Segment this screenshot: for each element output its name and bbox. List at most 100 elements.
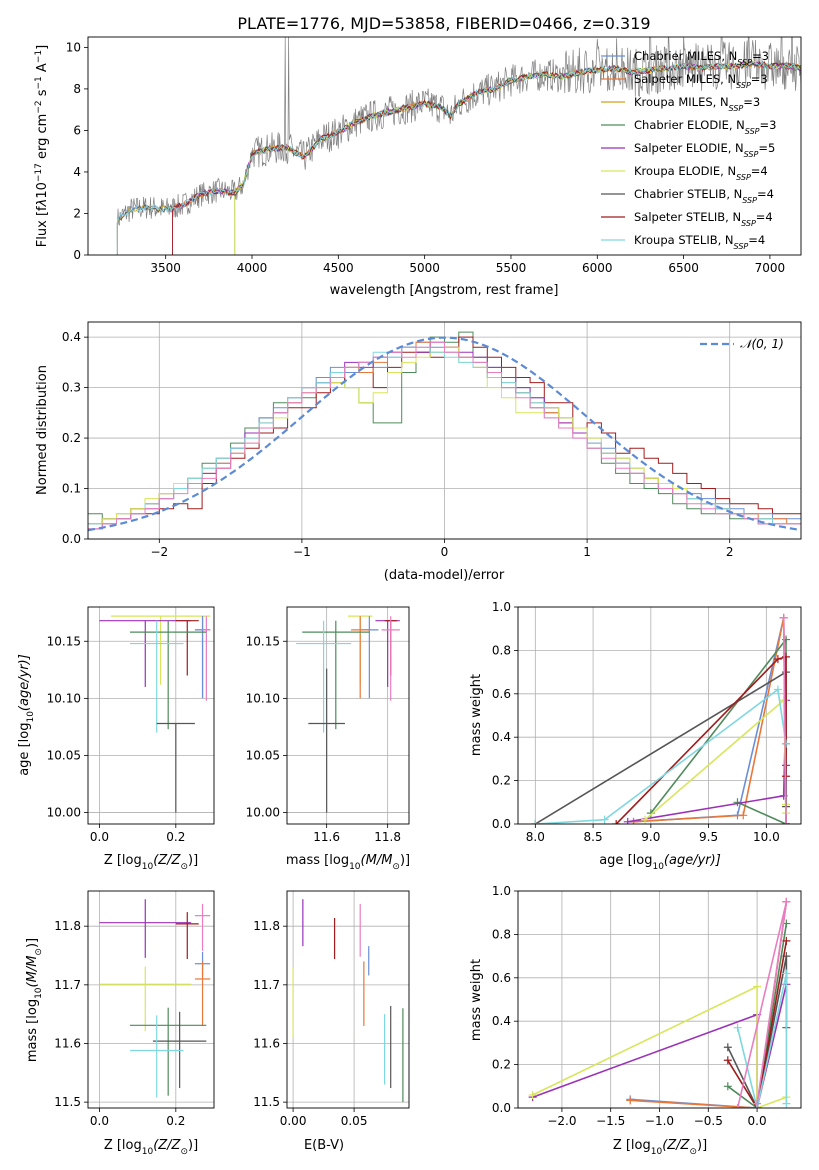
mass-weight-marker: [782, 1099, 791, 1108]
legend-label-tail: =3: [760, 118, 777, 132]
y-tick-label: 8: [73, 82, 81, 96]
mass-weight-series-line: [727, 940, 788, 1108]
spectrum-x-axis-label: wavelength [Angstrom, rest frame]: [330, 283, 559, 298]
legend-label-tail: =4: [748, 233, 765, 247]
mass-weight-marker: [626, 1096, 635, 1105]
mass-weight-marker: [641, 815, 650, 824]
mass-weight-series-line: [782, 617, 787, 824]
x-tick-label: 6500: [668, 261, 699, 275]
plot-area: [88, 331, 801, 532]
legend-label-sub: SSP: [744, 150, 759, 159]
mass-weight-marker: [781, 820, 790, 824]
age-z-x-axis-label-part: 10: [142, 862, 154, 872]
spectrum-y-axis-label-part: −1: [34, 50, 44, 63]
legend-label: Salpeter STELIB, NSSP=4: [634, 210, 773, 228]
y-tick-label: 0.6: [492, 971, 511, 985]
x-tick-label: 9.0: [641, 830, 660, 844]
figure-title: PLATE=1776, MJD=53858, FIBERID=0466, z=0…: [237, 14, 650, 33]
legend-label-base: Salpeter STELIB, N: [634, 210, 741, 224]
axes-frame: [517, 890, 802, 1109]
axes-frame: [286, 890, 410, 1109]
mass-weight-marker: [739, 811, 748, 820]
mass-weight-age-x-axis-label-part: 10: [652, 862, 664, 872]
model-spectrum-line: [116, 61, 801, 255]
y-tick-label: 11.7: [253, 978, 280, 992]
spectrum-y-axis-label-part: 10: [35, 182, 50, 199]
x-tick-label: 6000: [582, 261, 613, 275]
y-tick-label: 0.6: [492, 687, 511, 701]
legend-label-base: Chabrier ELODIE, N: [634, 118, 745, 132]
x-tick-label: 1: [583, 545, 591, 559]
legend-label-base: Chabrier STELIB, N: [634, 187, 742, 201]
x-tick-label: 4500: [323, 261, 354, 275]
legend-label-sub: SSP: [736, 81, 751, 90]
x-tick-label: 5000: [409, 261, 440, 275]
age-mass-x-axis-label-part: )]: [400, 853, 410, 868]
mass-weight-z-x-axis-label-part: ⊙: [689, 1147, 697, 1157]
y-tick-label: 0.8: [492, 643, 511, 657]
mass-vs-z-panel: 0.0 0.211.511.611.711.8Z [log10(Z/Z⊙)]mas…: [25, 890, 215, 1157]
mass-weight-marker: [781, 652, 790, 661]
x-tick-label: −1.0: [645, 1114, 674, 1128]
mass-weight-vs-z-panel: mass weight −2.0 −1.5 −1.0 −0.5 0.0 0.0 0.2 0.4…: [469, 884, 802, 1157]
y-tick-label: 10.05: [246, 748, 280, 762]
mass-vs-ebv-panel: E(B-V) 0.00 0.05 11.5 11.6 11.7 11.8: [253, 890, 410, 1153]
legend-label: Salpeter ELODIE, NSSP=5: [634, 141, 775, 159]
mass-weight-age-y-axis-label: mass weight: [469, 674, 484, 756]
x-tick-label: 7000: [755, 261, 786, 275]
x-tick-label: −1.5: [596, 1114, 625, 1128]
mass-weight-marker: [753, 982, 762, 991]
mass-weight-marker: [773, 655, 782, 664]
y-tick-label: 11.8: [54, 919, 81, 933]
mass-z-x-axis-label-part: Z [log: [104, 1138, 142, 1153]
x-tick-label: 4000: [237, 261, 268, 275]
age-z-y-axis-label: age [log10(age/yr)]: [17, 654, 36, 776]
legend-label-tail: =3: [752, 49, 769, 63]
mass-weight-z-y-axis-label: mass weight: [469, 959, 484, 1041]
age-z-x-axis-label-part: Z [log: [104, 853, 142, 868]
axes-frame: [87, 36, 802, 256]
normal-distribution-curve: [88, 336, 801, 532]
mass-weight-series-line: [615, 655, 787, 824]
x-tick-label: 3500: [150, 261, 181, 275]
mass-weight-z-x-axis-label-part: 10: [651, 1147, 663, 1157]
mass-z-x-axis-label-part: 10: [142, 1147, 154, 1157]
mass-z-y-axis-label: mass [log10(M/M⊙)]: [25, 938, 44, 1062]
legend-label-sub: SSP: [729, 104, 744, 113]
spectrum-y-axis-label-part: s: [35, 89, 50, 100]
x-tick-label: −0.5: [694, 1114, 723, 1128]
mass-weight-z-x-axis-label-part: (Z/Z: [662, 1138, 690, 1153]
y-tick-label: 0.4: [492, 730, 511, 744]
age-z-y-axis-label-part: 10: [26, 711, 36, 723]
plot-area: [292, 899, 404, 1103]
mass-weight-marker: [781, 739, 790, 748]
residuals-x-axis-label: (data-model)/error: [384, 568, 505, 583]
spectrum-y-axis-label-part: Flux [f: [35, 206, 50, 247]
legend-label: Kroupa STELIB, NSSP=4: [634, 233, 765, 251]
mass-weight-marker: [612, 820, 621, 824]
mass-z-x-axis-label-part: (Z/Z: [153, 1138, 181, 1153]
y-tick-label: 10.05: [47, 748, 81, 762]
mass-weight-marker: [723, 1082, 732, 1091]
legend-label-tail: =4: [757, 187, 774, 201]
y-tick-label: 0.0: [62, 532, 81, 546]
age-z-x-axis-label: Z [log10(Z/Z⊙)]: [104, 853, 198, 872]
x-tick-label: 0.2: [166, 1114, 185, 1128]
x-tick-label: 11.6: [313, 830, 340, 844]
y-tick-label: 1.0: [492, 600, 511, 614]
legend-label-tail: =4: [756, 210, 773, 224]
mass-z-x-axis-label-part: ⊙: [180, 1147, 188, 1157]
legend-label-base: Salpeter MILES, N: [634, 72, 736, 86]
y-tick-label: 10.15: [47, 634, 81, 648]
mass-weight-z-x-axis-label-part: )]: [697, 1138, 707, 1153]
mass-weight-marker: [782, 969, 791, 978]
residuals-panel: (data-model)/error Normed distribution −…: [35, 321, 802, 583]
mass-weight-z-x-axis-label: Z [log10(Z/Z⊙)]: [613, 1138, 707, 1157]
legend-label-base: Chabrier MILES, N: [634, 49, 737, 63]
mass-weight-series-line: [535, 688, 787, 824]
mass-weight-vs-age-panel: mass weight 8.0 8.5 9.0 9.5 10.0 0.0 0.2 0.4 0.6…: [469, 600, 802, 872]
age-vs-mass-panel: 11.6 11.8 10.00 10.05 10.10 10.15 mass [log10(…: [246, 606, 410, 872]
legend-label: Kroupa MILES, NSSP=3: [634, 95, 760, 113]
y-tick-label: 0.2: [492, 1058, 511, 1072]
y-tick-label: 11.5: [54, 1095, 81, 1109]
